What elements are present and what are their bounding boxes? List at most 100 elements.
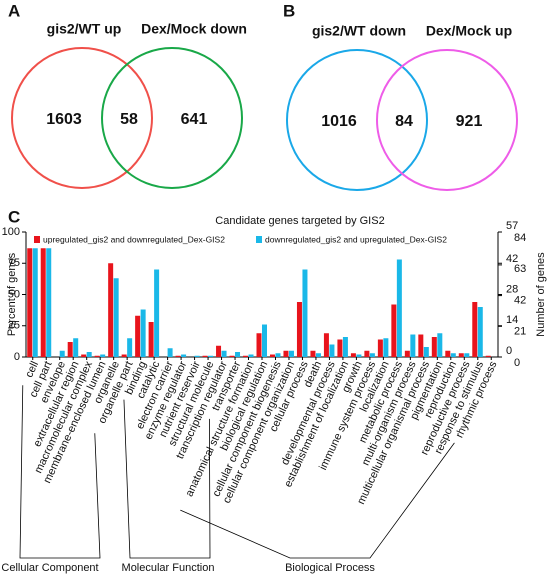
bar [216,345,222,357]
bar [40,248,46,357]
y-tick-label: 25 [8,320,20,332]
bar [391,304,397,357]
panel-label: C [8,207,20,226]
bar [202,355,208,357]
bar [445,350,451,357]
group-bracket [123,399,211,559]
y-tick-label: 50 [8,288,20,300]
bar [437,333,443,357]
bar [404,350,410,357]
y2-tick-label: 28 [506,284,518,296]
group-label: Cellular Component [1,562,98,574]
y2-tick-label: 14 [506,314,518,326]
bar [81,354,87,357]
bar [154,269,160,357]
group-bracket [19,385,101,559]
bar [302,269,308,357]
legend-label: upregulated_gis2 and downregulated_Dex-G… [43,234,225,244]
y2-tick-label: 57 [506,220,518,232]
count: 1603 [46,111,82,128]
bar [59,350,65,357]
bar [248,354,254,357]
bar [350,353,356,357]
bar [121,354,127,357]
y2-tick-label: 42 [506,253,518,265]
bar [113,278,119,357]
bar [46,248,52,357]
group-bracket [180,442,455,559]
set-name: gis2/WT down [312,23,406,39]
bar [342,337,348,357]
bar [418,334,424,357]
bar [140,309,146,357]
bar [269,354,275,357]
bar [288,350,294,357]
bar [450,353,456,357]
count: 641 [181,111,208,128]
bar [256,333,262,357]
count: 1016 [321,113,357,130]
count: 84 [395,113,413,130]
bar [194,355,200,357]
y-axis-title: Percent of genes [6,252,18,336]
venn-circle [101,47,243,189]
bar [296,302,302,357]
bar [283,350,289,357]
legend-label: downregulated_gis2 and upregulated_Dex-G… [265,234,447,244]
y2-tick-label: 63 [514,263,526,275]
bar [464,353,470,357]
bar [148,322,154,357]
bar [485,355,491,357]
y2-tick-label: 0 [506,345,512,357]
bar [127,338,133,357]
legend-swatch [34,236,40,243]
set-name: gis2/WT up [47,21,122,37]
y2-tick-label: 0 [514,357,520,369]
bar [135,315,141,357]
bar [477,307,483,357]
bar [383,338,389,357]
y-tick-label: 100 [2,226,20,238]
bar [32,248,38,357]
bar [337,339,343,357]
y-tick-label: 75 [8,257,20,269]
group-label: Biological Process [285,562,375,574]
venn-circle [11,47,153,189]
bar [396,259,402,357]
set-name: Dex/Mock up [426,23,512,39]
bar [208,355,214,357]
bar [243,355,249,357]
bar [323,333,329,357]
chart-title: Candidate genes targeted by GIS2 [215,215,384,227]
bar [315,353,321,357]
count: 921 [456,113,483,130]
bar [221,350,227,357]
venn-circle [376,49,518,191]
bar [175,355,181,357]
bar [27,248,33,357]
count: 58 [120,111,138,128]
panel-label: A [8,1,20,20]
bar [108,263,114,357]
bar [410,334,416,357]
y2-tick-label: 21 [514,326,526,338]
y2-tick-label: 84 [514,232,526,244]
set-name: Dex/Mock down [141,21,247,37]
bar [100,354,106,357]
bar [67,342,73,357]
bar [275,353,281,357]
bar [472,302,478,357]
bar [73,338,79,357]
bar [94,355,100,357]
bar [235,352,241,357]
bar [377,339,383,357]
bar [364,350,370,357]
bar [310,350,316,357]
bar [458,353,464,357]
bar [423,347,429,357]
y2-axis-title: Number of genes [535,252,547,337]
bar [229,355,235,357]
y-tick-label: 0 [14,351,20,363]
bar [262,324,267,357]
legend-swatch [256,236,262,243]
